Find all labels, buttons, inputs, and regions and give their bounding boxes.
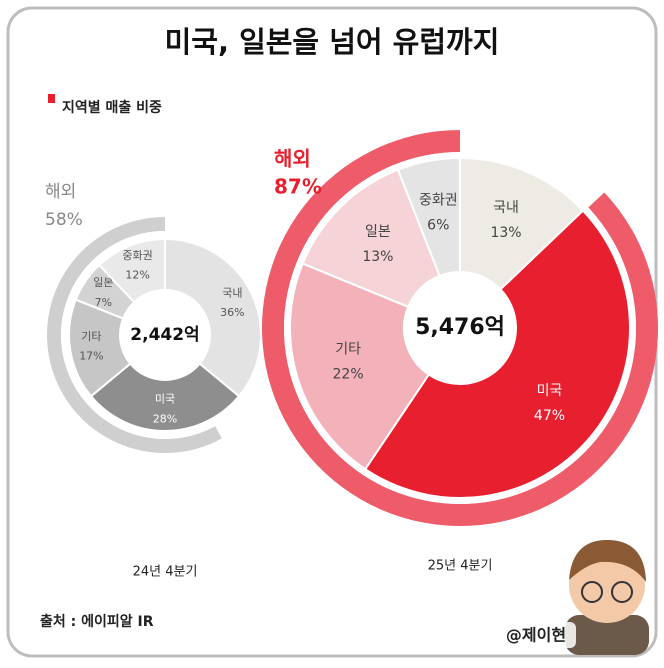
title: 미국, 일본을 넘어 유럽까지 [165, 25, 500, 59]
overseas-value: 58% [45, 210, 83, 230]
slice-value: 47% [534, 408, 565, 424]
pie-slice [301, 168, 441, 309]
slice-value: 7% [95, 296, 112, 309]
slice-name: 중화권 [419, 192, 458, 208]
slice-name: 일본 [93, 275, 113, 289]
slice-name: 미국 [537, 383, 563, 399]
pie-slice [396, 156, 461, 278]
slice-name: 국내 [222, 286, 242, 299]
slice-value: 22% [333, 367, 364, 383]
center-label: 5,476억 [415, 315, 505, 340]
credit-bg [496, 622, 576, 648]
slice-value: 13% [490, 225, 521, 241]
pie-slice [89, 362, 241, 432]
slice-name: 국내 [493, 200, 519, 216]
overseas-label: 해외 [45, 182, 76, 202]
center-label: 2,442억 [130, 325, 199, 345]
credit: @제이현 [506, 626, 566, 645]
overseas-value: 87% [274, 175, 322, 199]
caption: 25년 4분기 [428, 559, 493, 574]
slice-value: 36% [220, 306, 244, 319]
slice-name: 일본 [365, 224, 391, 240]
slice-name: 미국 [155, 393, 175, 406]
slice-name: 기타 [335, 341, 361, 357]
caption: 24년 4분기 [133, 565, 198, 580]
slice-value: 6% [427, 218, 449, 234]
pie-slice [164, 237, 262, 398]
slice-value: 12% [125, 269, 149, 282]
slice-value: 28% [153, 412, 177, 425]
pie-slice [97, 237, 166, 304]
legend-marker [48, 94, 55, 103]
pie-slice [363, 209, 631, 499]
avatar [565, 540, 649, 655]
legend-label: 지역별 매출 비중 [62, 99, 162, 116]
slice-value: 17% [79, 350, 103, 363]
pie-slice [289, 262, 431, 471]
source: 출처 : 에이피알 IR [40, 613, 154, 630]
slice-value: 13% [362, 249, 393, 265]
slice-name: 기타 [81, 330, 101, 343]
pie-slice [459, 156, 585, 291]
overseas-label: 해외 [274, 147, 311, 171]
slice-name: 중화권 [122, 249, 152, 262]
